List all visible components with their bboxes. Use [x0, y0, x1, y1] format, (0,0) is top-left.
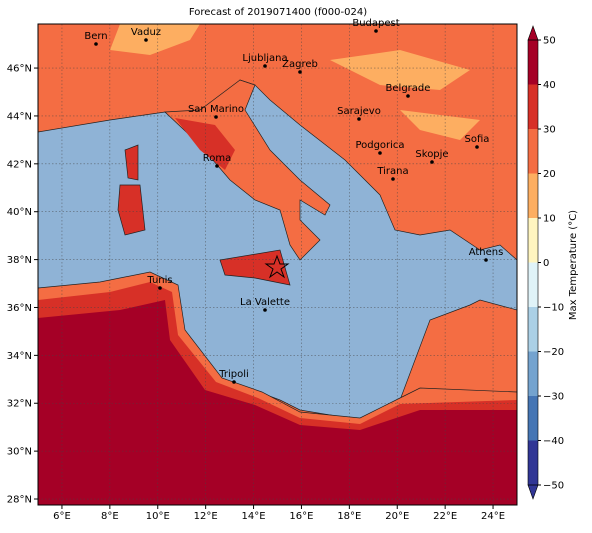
colorbar-band [528, 218, 538, 263]
city-dot [232, 380, 236, 384]
colorbar-extend-top [527, 25, 539, 41]
city-label: Vaduz [131, 27, 161, 38]
x-tick-label: 12°E [194, 511, 218, 522]
colorbar-tick-label: −30 [543, 392, 564, 403]
sicily [219, 249, 291, 286]
hot-zone [175, 118, 235, 170]
city-dot [94, 42, 98, 46]
city-dot [430, 160, 434, 164]
star-marker [264, 254, 290, 279]
colorbar-extend-bottom [527, 484, 539, 500]
map-area [38, 24, 517, 505]
city-dot [158, 286, 162, 290]
city-dot [214, 115, 218, 119]
x-tick-label: 20°E [385, 511, 409, 522]
city-label: Budapest [352, 18, 399, 29]
city-label: Sofia [465, 134, 490, 145]
colorbar-band [528, 129, 538, 174]
city-label: Podgorica [355, 140, 404, 151]
map-frame [37, 23, 518, 506]
city-dot [406, 94, 410, 98]
colorbar-band [528, 40, 538, 85]
x-tick-label: 16°E [289, 511, 313, 522]
colorbar-band [528, 262, 538, 307]
city-label: Roma [203, 153, 232, 164]
city-dot [391, 177, 395, 181]
city-dot [378, 151, 382, 155]
city-label: Sarajevo [337, 106, 381, 117]
city-label: San Marino [188, 104, 244, 115]
city-label: La Valette [240, 297, 290, 308]
x-tick-label: 6°E [53, 511, 71, 522]
colorbar-tick-label: −40 [543, 436, 564, 447]
city-label: Athens [469, 247, 504, 258]
city-dot [263, 64, 267, 68]
colorbar-tick-label: 50 [543, 36, 556, 47]
y-tick-label: 46°N [7, 64, 32, 75]
y-tick-label: 28°N [7, 495, 32, 506]
y-tick-label: 38°N [7, 255, 32, 266]
colorbar-tick-label: −50 [543, 481, 564, 492]
colorbar-band [528, 84, 538, 129]
colorbar-label: Max Temperature (°C) [568, 210, 579, 320]
colorbar-tick-label: −10 [543, 303, 564, 314]
city-dot [357, 117, 361, 121]
city-dot [263, 308, 267, 312]
title: Forecast of 2019071400 (f000-024) [189, 7, 367, 18]
city-dot [215, 164, 219, 168]
city-label: Bern [84, 31, 107, 42]
y-tick-label: 40°N [7, 207, 32, 218]
colorbar-band [528, 351, 538, 396]
y-tick-label: 42°N [7, 159, 32, 170]
y-tick-label: 32°N [7, 399, 32, 410]
colorbar-tick-label: 0 [543, 258, 549, 269]
city-label: Tirana [376, 166, 408, 177]
city-dot [475, 145, 479, 149]
city-dot [484, 258, 488, 262]
colorbar-tick-label: 20 [543, 169, 556, 180]
x-tick-label: 24°E [481, 511, 505, 522]
africa-very-hot [38, 300, 517, 505]
x-tick-label: 10°E [146, 511, 170, 522]
colorbar-tick-label: 10 [543, 214, 556, 225]
colorbar-tick-label: 30 [543, 125, 556, 136]
x-tick-label: 22°E [433, 511, 457, 522]
x-tick-label: 8°E [101, 511, 119, 522]
y-tick-label: 44°N [7, 111, 32, 122]
city-label: Tripoli [218, 369, 249, 380]
colorbar-band [528, 396, 538, 441]
colorbar-tick-label: 40 [543, 80, 556, 91]
y-tick-label: 36°N [7, 303, 32, 314]
colorbar-band [528, 307, 538, 352]
y-tick-label: 30°N [7, 447, 32, 458]
colorbar-tick-label: −20 [543, 347, 564, 358]
x-tick-label: 18°E [337, 511, 361, 522]
city-label: Tunis [146, 275, 172, 286]
land-warm [110, 24, 480, 140]
colorbar-band [528, 173, 538, 218]
city-label: Skopje [415, 149, 448, 160]
islands [117, 144, 146, 236]
city-label: Zagreb [282, 59, 318, 70]
colorbar-band [528, 440, 538, 485]
x-tick-label: 14°E [242, 511, 266, 522]
city-dot [144, 38, 148, 42]
city-label: Belgrade [386, 83, 431, 94]
city-label: Ljubljana [242, 53, 287, 64]
city-dot [298, 70, 302, 74]
city-dot [374, 29, 378, 33]
y-tick-label: 34°N [7, 351, 32, 362]
